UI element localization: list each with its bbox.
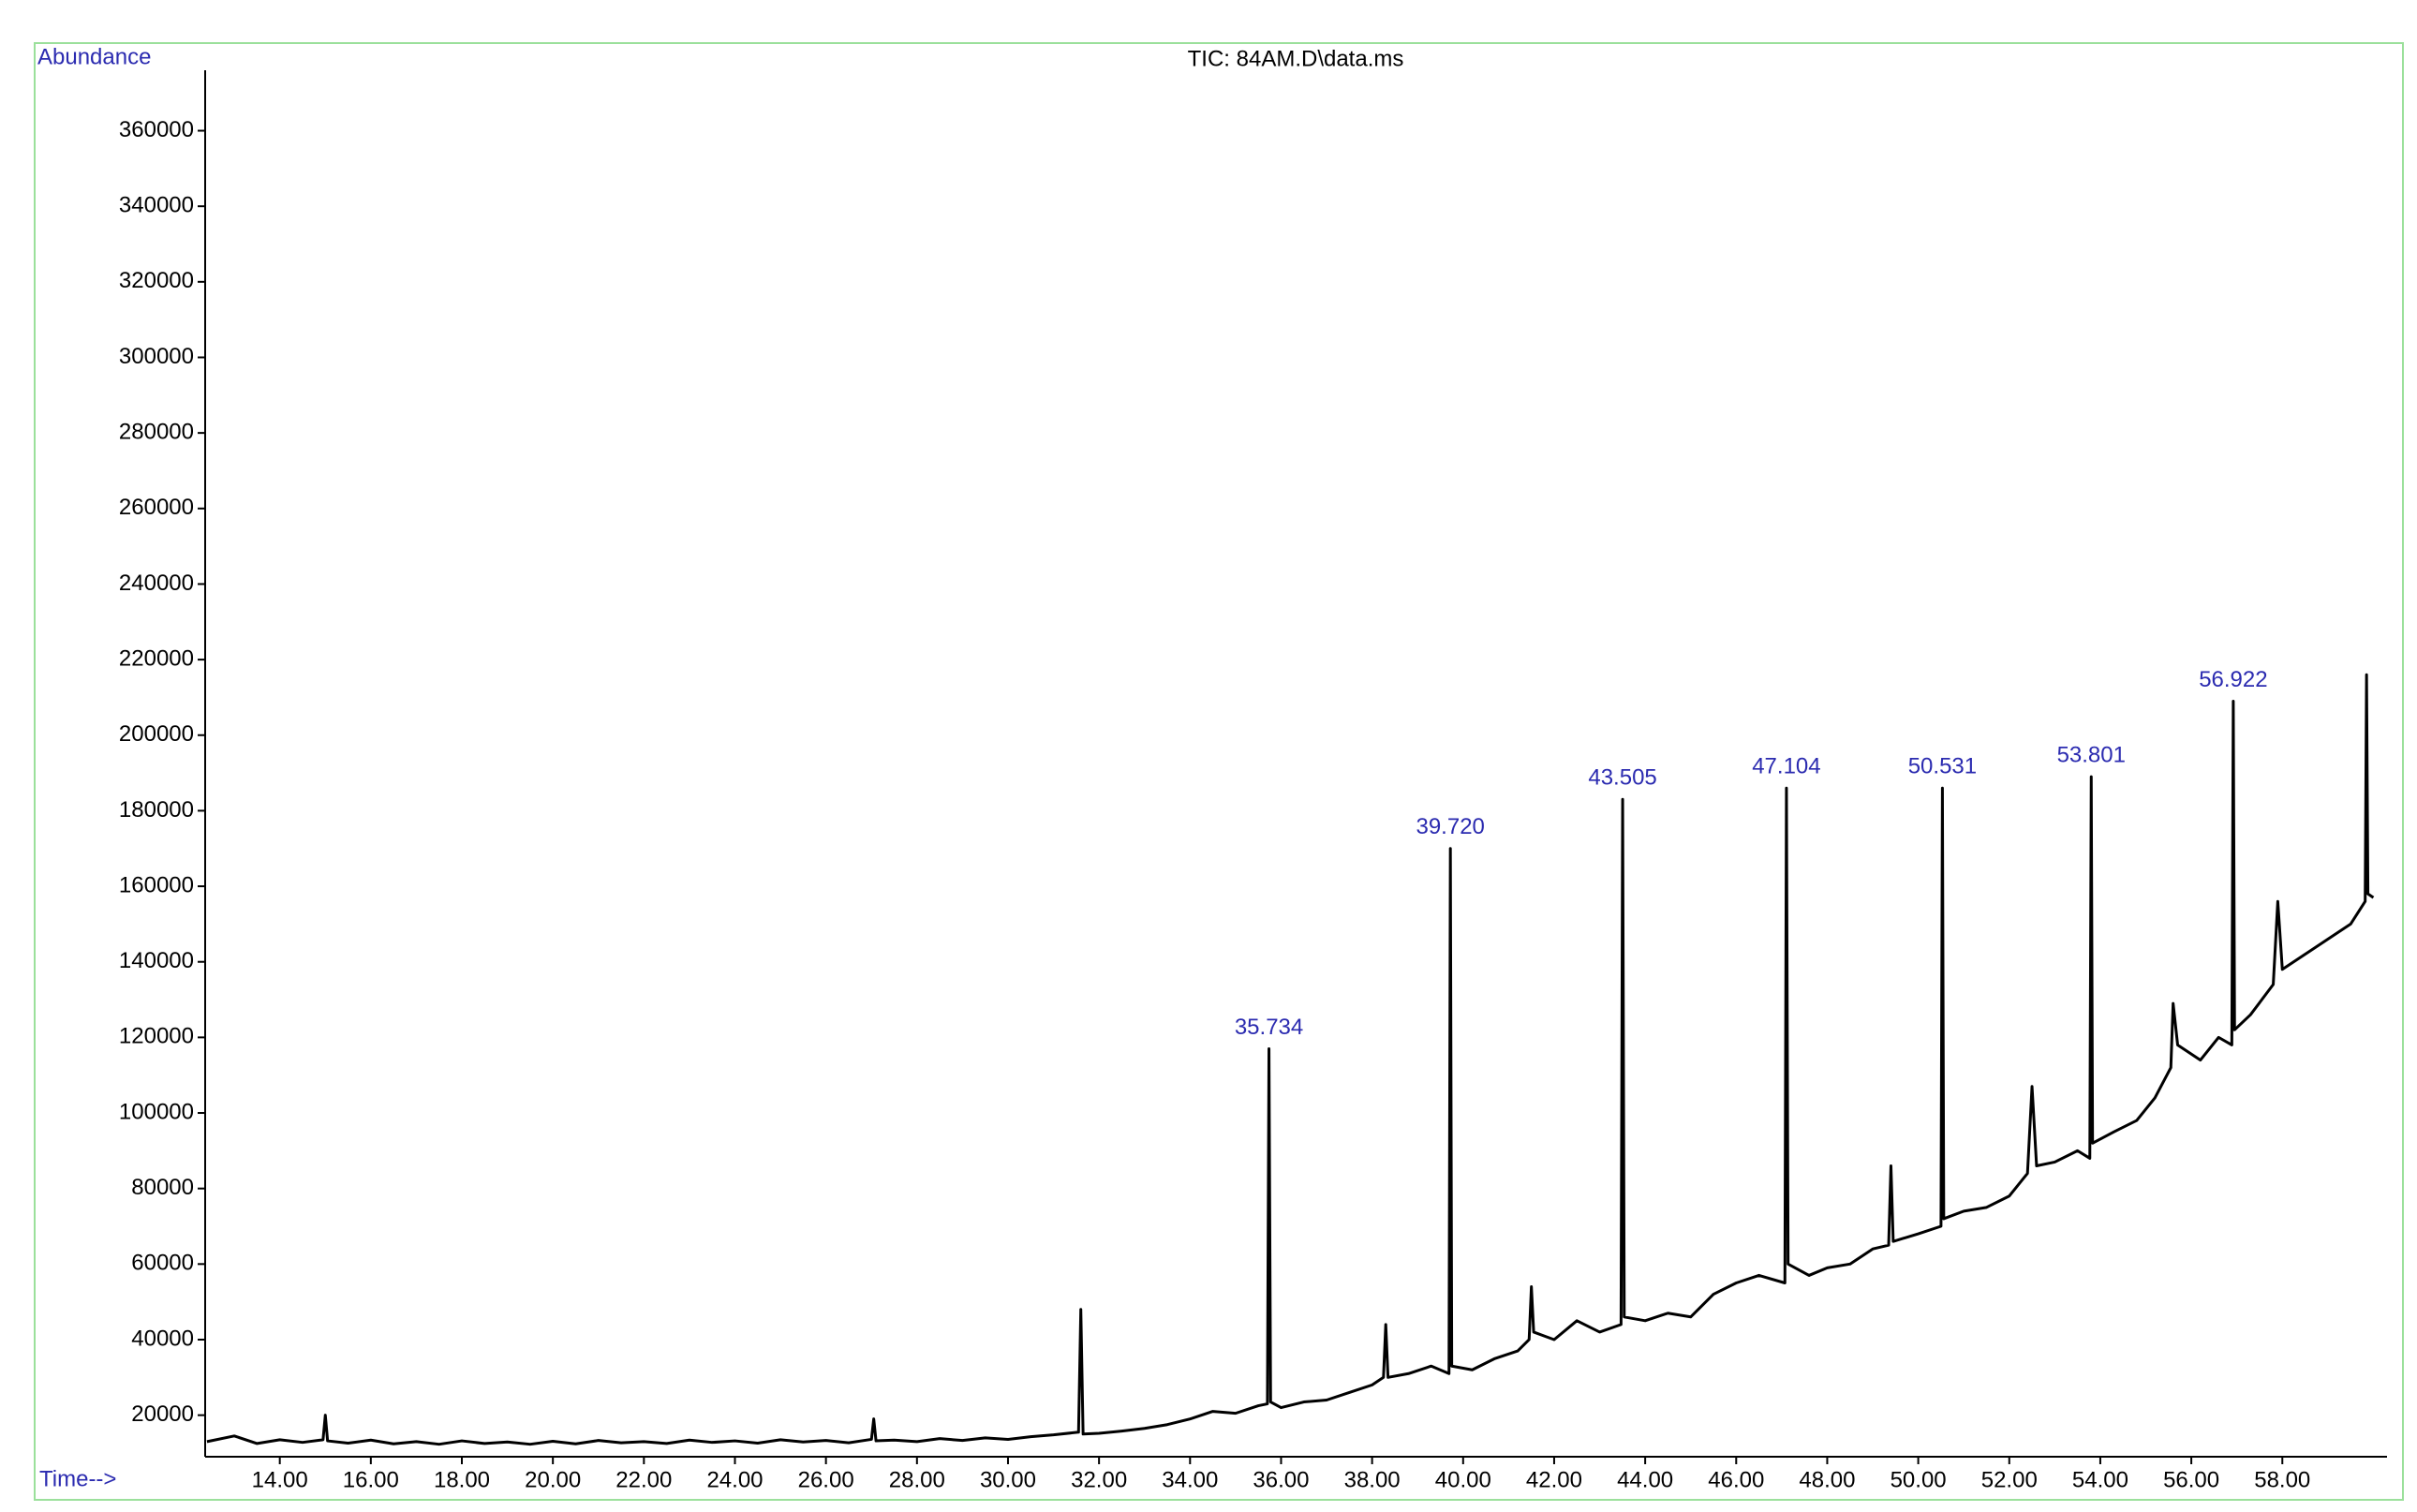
- y-tick-label: 260000: [119, 495, 194, 520]
- peak-label: 39.720: [1416, 814, 1484, 839]
- x-tick-label: 42.00: [1526, 1467, 1582, 1492]
- y-tick-label: 80000: [131, 1175, 194, 1200]
- y-tick-label: 240000: [119, 571, 194, 596]
- x-tick-label: 16.00: [343, 1467, 399, 1492]
- x-tick-label: 52.00: [1981, 1467, 2038, 1492]
- y-tick-label: 320000: [119, 268, 194, 293]
- y-tick-label: 160000: [119, 872, 194, 897]
- y-tick-label: 120000: [119, 1024, 194, 1049]
- y-tick-label: 180000: [119, 797, 194, 823]
- y-tick-label: 200000: [119, 721, 194, 747]
- x-tick-label: 28.00: [889, 1467, 945, 1492]
- x-tick-label: 36.00: [1253, 1467, 1309, 1492]
- y-tick-label: 360000: [119, 117, 194, 142]
- y-tick-label: 100000: [119, 1099, 194, 1124]
- x-tick-label: 24.00: [706, 1467, 763, 1492]
- x-tick-label: 46.00: [1708, 1467, 1764, 1492]
- x-tick-label: 32.00: [1071, 1467, 1127, 1492]
- y-tick-label: 140000: [119, 948, 194, 973]
- y-axis-label: Abundance: [37, 44, 151, 69]
- y-tick-label: 20000: [131, 1401, 194, 1427]
- x-tick-label: 22.00: [615, 1467, 672, 1492]
- peak-label: 56.922: [2199, 667, 2267, 692]
- x-tick-label: 58.00: [2254, 1467, 2310, 1492]
- peak-label: 35.734: [1235, 1015, 1303, 1040]
- x-tick-label: 48.00: [1799, 1467, 1855, 1492]
- trace: [206, 673, 2375, 1446]
- x-tick-label: 40.00: [1435, 1467, 1491, 1492]
- x-tick-label: 38.00: [1344, 1467, 1401, 1492]
- x-tick-label: 54.00: [2072, 1467, 2128, 1492]
- x-tick-label: 50.00: [1891, 1467, 1947, 1492]
- y-tick-label: 60000: [131, 1251, 194, 1276]
- peak-label: 47.104: [1752, 754, 1820, 779]
- y-tick-label: 280000: [119, 419, 194, 444]
- frame: [34, 42, 2404, 1501]
- x-axis-label: Time-->: [39, 1466, 116, 1491]
- y-tick-label: 40000: [131, 1326, 194, 1351]
- x-tick-label: 30.00: [980, 1467, 1036, 1492]
- x-tick-label: 18.00: [434, 1467, 490, 1492]
- x-tick-label: 20.00: [525, 1467, 581, 1492]
- x-tick-label: 44.00: [1617, 1467, 1673, 1492]
- y-tick-label: 220000: [119, 645, 194, 671]
- y-tick-label: 340000: [119, 193, 194, 218]
- peak-label: 53.801: [2057, 742, 2126, 767]
- peak-label: 43.505: [1588, 765, 1656, 791]
- x-tick-label: 56.00: [2163, 1467, 2219, 1492]
- y-tick-label: 300000: [119, 344, 194, 369]
- chart-title: TIC: 84AM.D\data.ms: [1188, 46, 1404, 71]
- x-tick-label: 34.00: [1162, 1467, 1218, 1492]
- peak-label: 50.531: [1908, 754, 1977, 779]
- x-tick-label: 14.00: [252, 1467, 308, 1492]
- x-tick-label: 26.00: [798, 1467, 854, 1492]
